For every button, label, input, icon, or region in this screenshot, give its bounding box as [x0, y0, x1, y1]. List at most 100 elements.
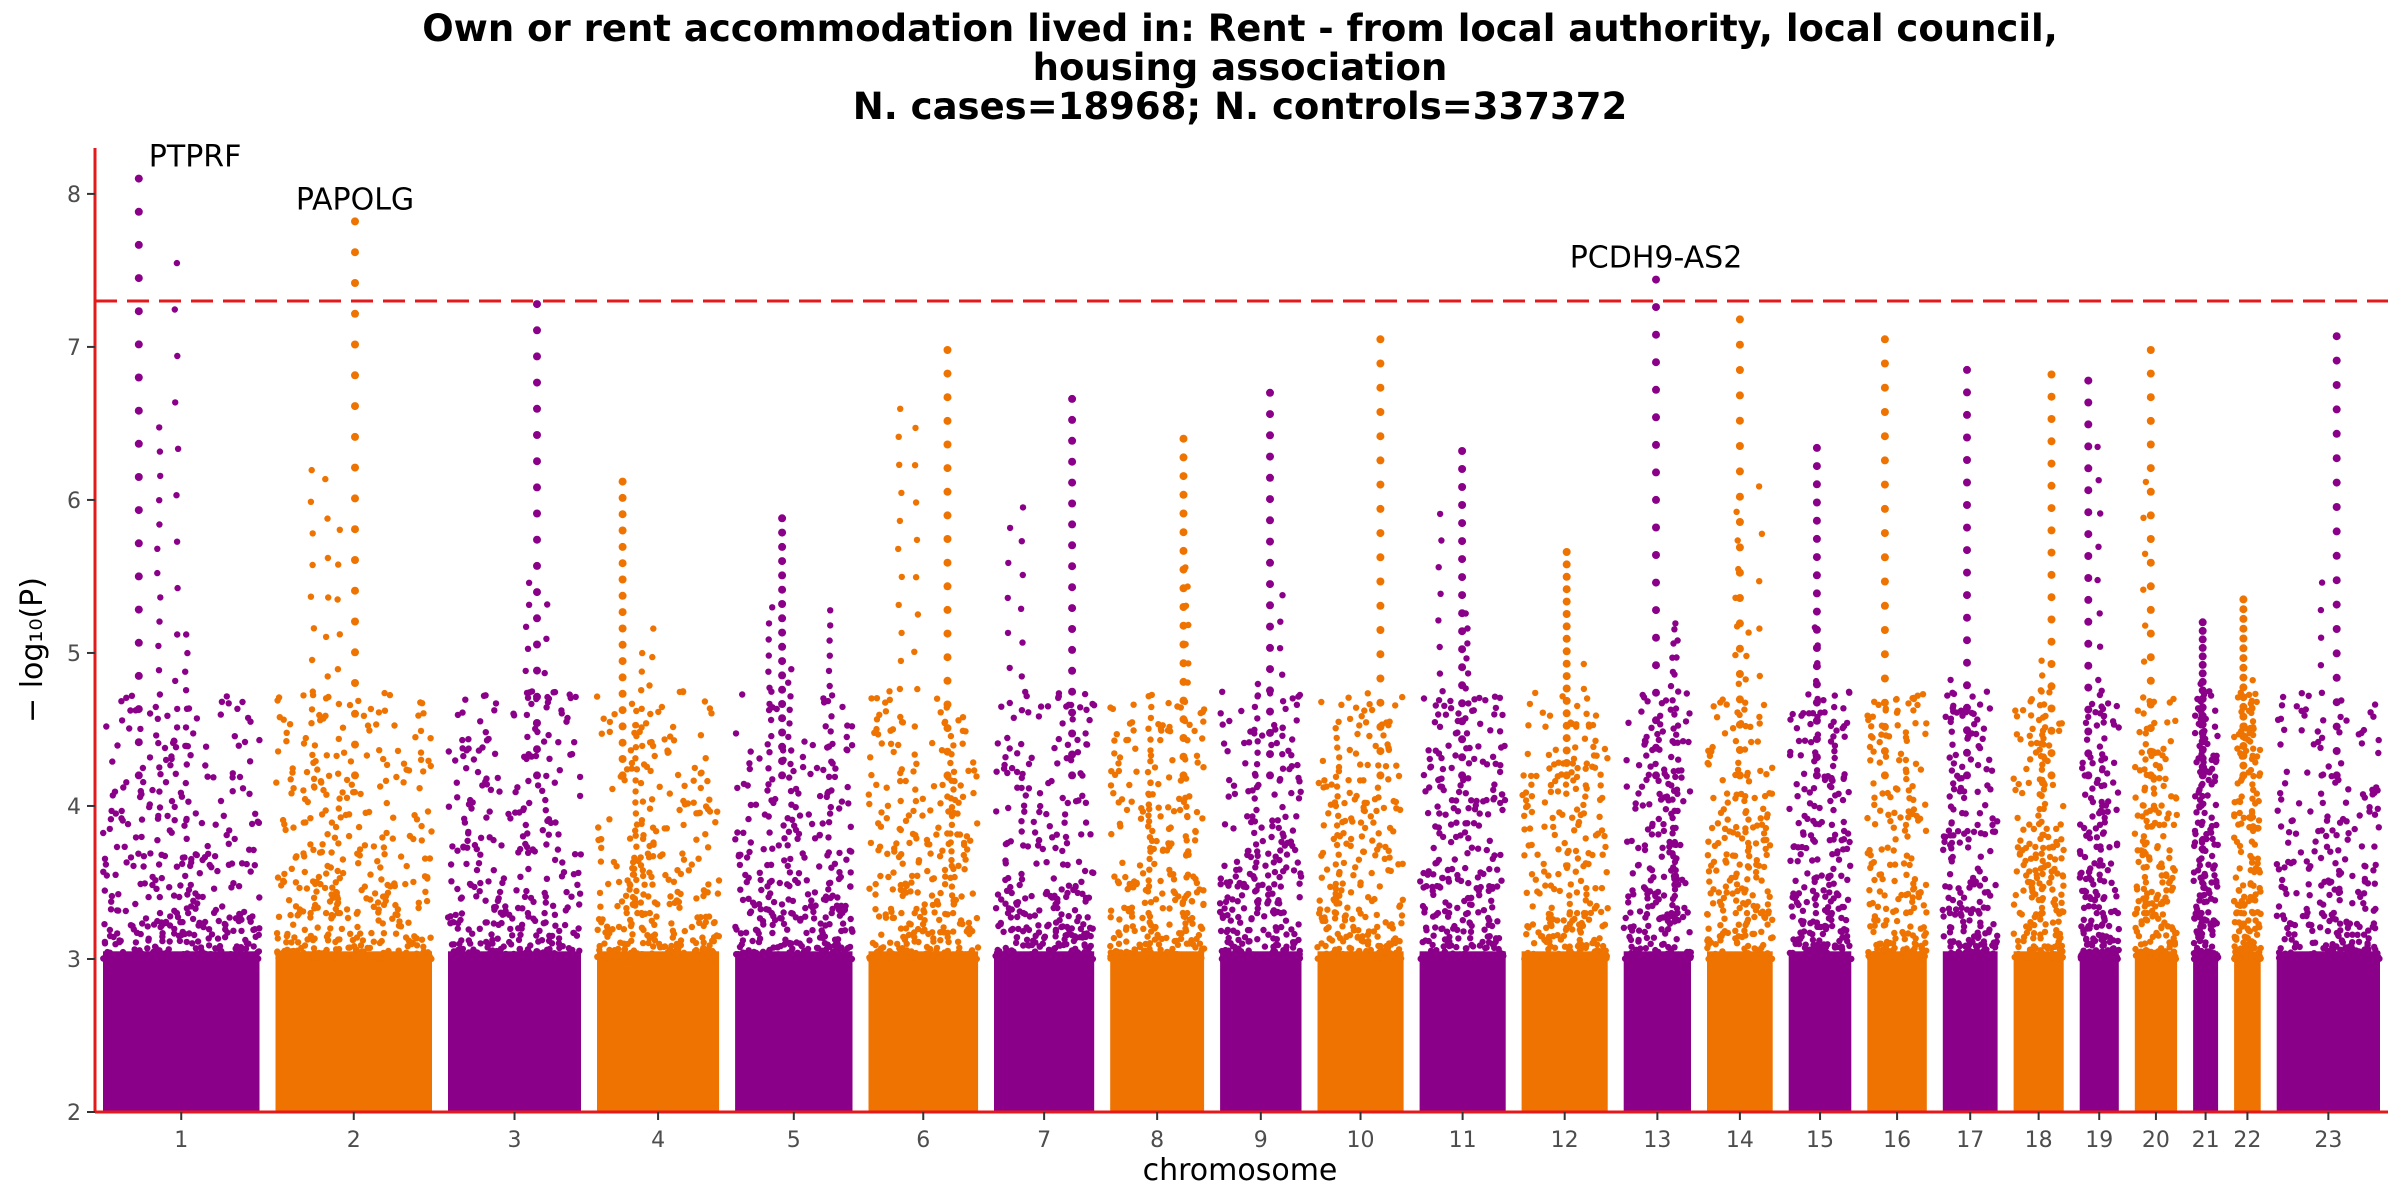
- data-point: [912, 499, 920, 506]
- data-point: [1678, 774, 1685, 781]
- data-point: [454, 925, 461, 932]
- data-point: [254, 818, 261, 825]
- data-point: [173, 863, 181, 870]
- data-point: [1729, 725, 1737, 732]
- peak-point: [1068, 394, 1077, 403]
- data-point: [1555, 870, 1562, 878]
- data-point: [1442, 811, 1449, 818]
- data-point: [502, 950, 509, 958]
- data-point: [1757, 815, 1764, 822]
- data-point: [1494, 918, 1501, 925]
- data-point: [1561, 952, 1568, 960]
- data-point: [1359, 938, 1367, 945]
- peak-point: [134, 340, 143, 349]
- data-point: [417, 756, 425, 763]
- data-point: [1425, 747, 1432, 754]
- data-point: [1655, 736, 1663, 744]
- data-point: [476, 888, 483, 895]
- data-point: [1534, 851, 1541, 858]
- data-point: [392, 930, 400, 937]
- data-point: [844, 783, 851, 791]
- data-point: [1687, 953, 1695, 960]
- data-point: [1572, 955, 1580, 962]
- data-point: [187, 903, 195, 910]
- data-point: [475, 747, 483, 754]
- data-point: [878, 740, 885, 747]
- data-point: [1436, 723, 1444, 730]
- data-point: [1845, 788, 1852, 796]
- data-point: [184, 891, 191, 898]
- data-point: [1750, 902, 1757, 910]
- data-point: [1001, 953, 1009, 960]
- data-point: [1644, 826, 1652, 833]
- data-point: [665, 748, 672, 756]
- data-point: [1497, 851, 1504, 859]
- data-point: [993, 808, 1000, 815]
- data-point: [1024, 942, 1032, 949]
- data-point: [367, 871, 374, 878]
- data-point: [182, 779, 189, 787]
- data-point: [1673, 875, 1681, 883]
- data-point: [898, 629, 905, 637]
- data-point: [1282, 813, 1289, 820]
- data-point: [400, 760, 408, 767]
- data-point: [1229, 896, 1236, 903]
- data-point: [1074, 736, 1081, 744]
- data-point: [759, 948, 767, 955]
- data-point: [308, 656, 316, 664]
- data-point: [715, 933, 722, 940]
- data-point: [640, 926, 647, 934]
- chromosome-4-points: [593, 477, 723, 1112]
- data-point: [1081, 690, 1089, 698]
- data-point: [1483, 846, 1491, 854]
- data-point: [1254, 898, 1261, 905]
- data-point: [1036, 907, 1043, 914]
- data-point: [835, 906, 843, 914]
- data-point: [1477, 720, 1484, 727]
- data-point: [1086, 924, 1094, 931]
- data-point: [1277, 618, 1284, 625]
- data-point: [912, 797, 920, 805]
- data-point: [1229, 906, 1236, 913]
- data-point: [1159, 890, 1166, 897]
- peak-point: [778, 700, 787, 708]
- data-point: [1437, 590, 1444, 597]
- peak-point: [351, 494, 359, 503]
- data-point: [184, 649, 191, 657]
- peak-point: [533, 404, 541, 413]
- data-point: [1671, 858, 1679, 866]
- data-point: [1576, 921, 1583, 928]
- data-point: [715, 877, 723, 884]
- data-point: [307, 932, 315, 940]
- data-point: [336, 631, 343, 638]
- data-point: [1566, 920, 1574, 928]
- peak-point: [1266, 665, 1274, 674]
- data-point: [1705, 838, 1712, 845]
- data-point: [337, 814, 344, 821]
- data-point: [1593, 902, 1600, 910]
- data-point: [1485, 921, 1492, 928]
- data-point: [804, 945, 812, 953]
- data-point: [836, 869, 843, 876]
- data-point: [1147, 714, 1155, 722]
- data-point: [1467, 928, 1475, 935]
- data-point: [170, 892, 178, 899]
- data-point: [887, 939, 894, 946]
- data-point: [812, 902, 819, 909]
- data-point: [666, 955, 673, 962]
- data-point: [1335, 851, 1342, 858]
- data-point: [1735, 680, 1743, 687]
- data-point: [1462, 864, 1469, 872]
- data-point: [1019, 639, 1026, 646]
- data-point: [818, 927, 825, 934]
- data-point: [1705, 925, 1712, 932]
- peak-point: [1068, 562, 1077, 571]
- data-point: [1452, 730, 1460, 737]
- data-point: [524, 694, 532, 701]
- data-point: [218, 698, 226, 705]
- data-point: [1189, 920, 1196, 927]
- data-point: [1632, 800, 1639, 807]
- data-point: [890, 914, 898, 921]
- data-point: [796, 812, 804, 819]
- data-point: [1547, 781, 1555, 789]
